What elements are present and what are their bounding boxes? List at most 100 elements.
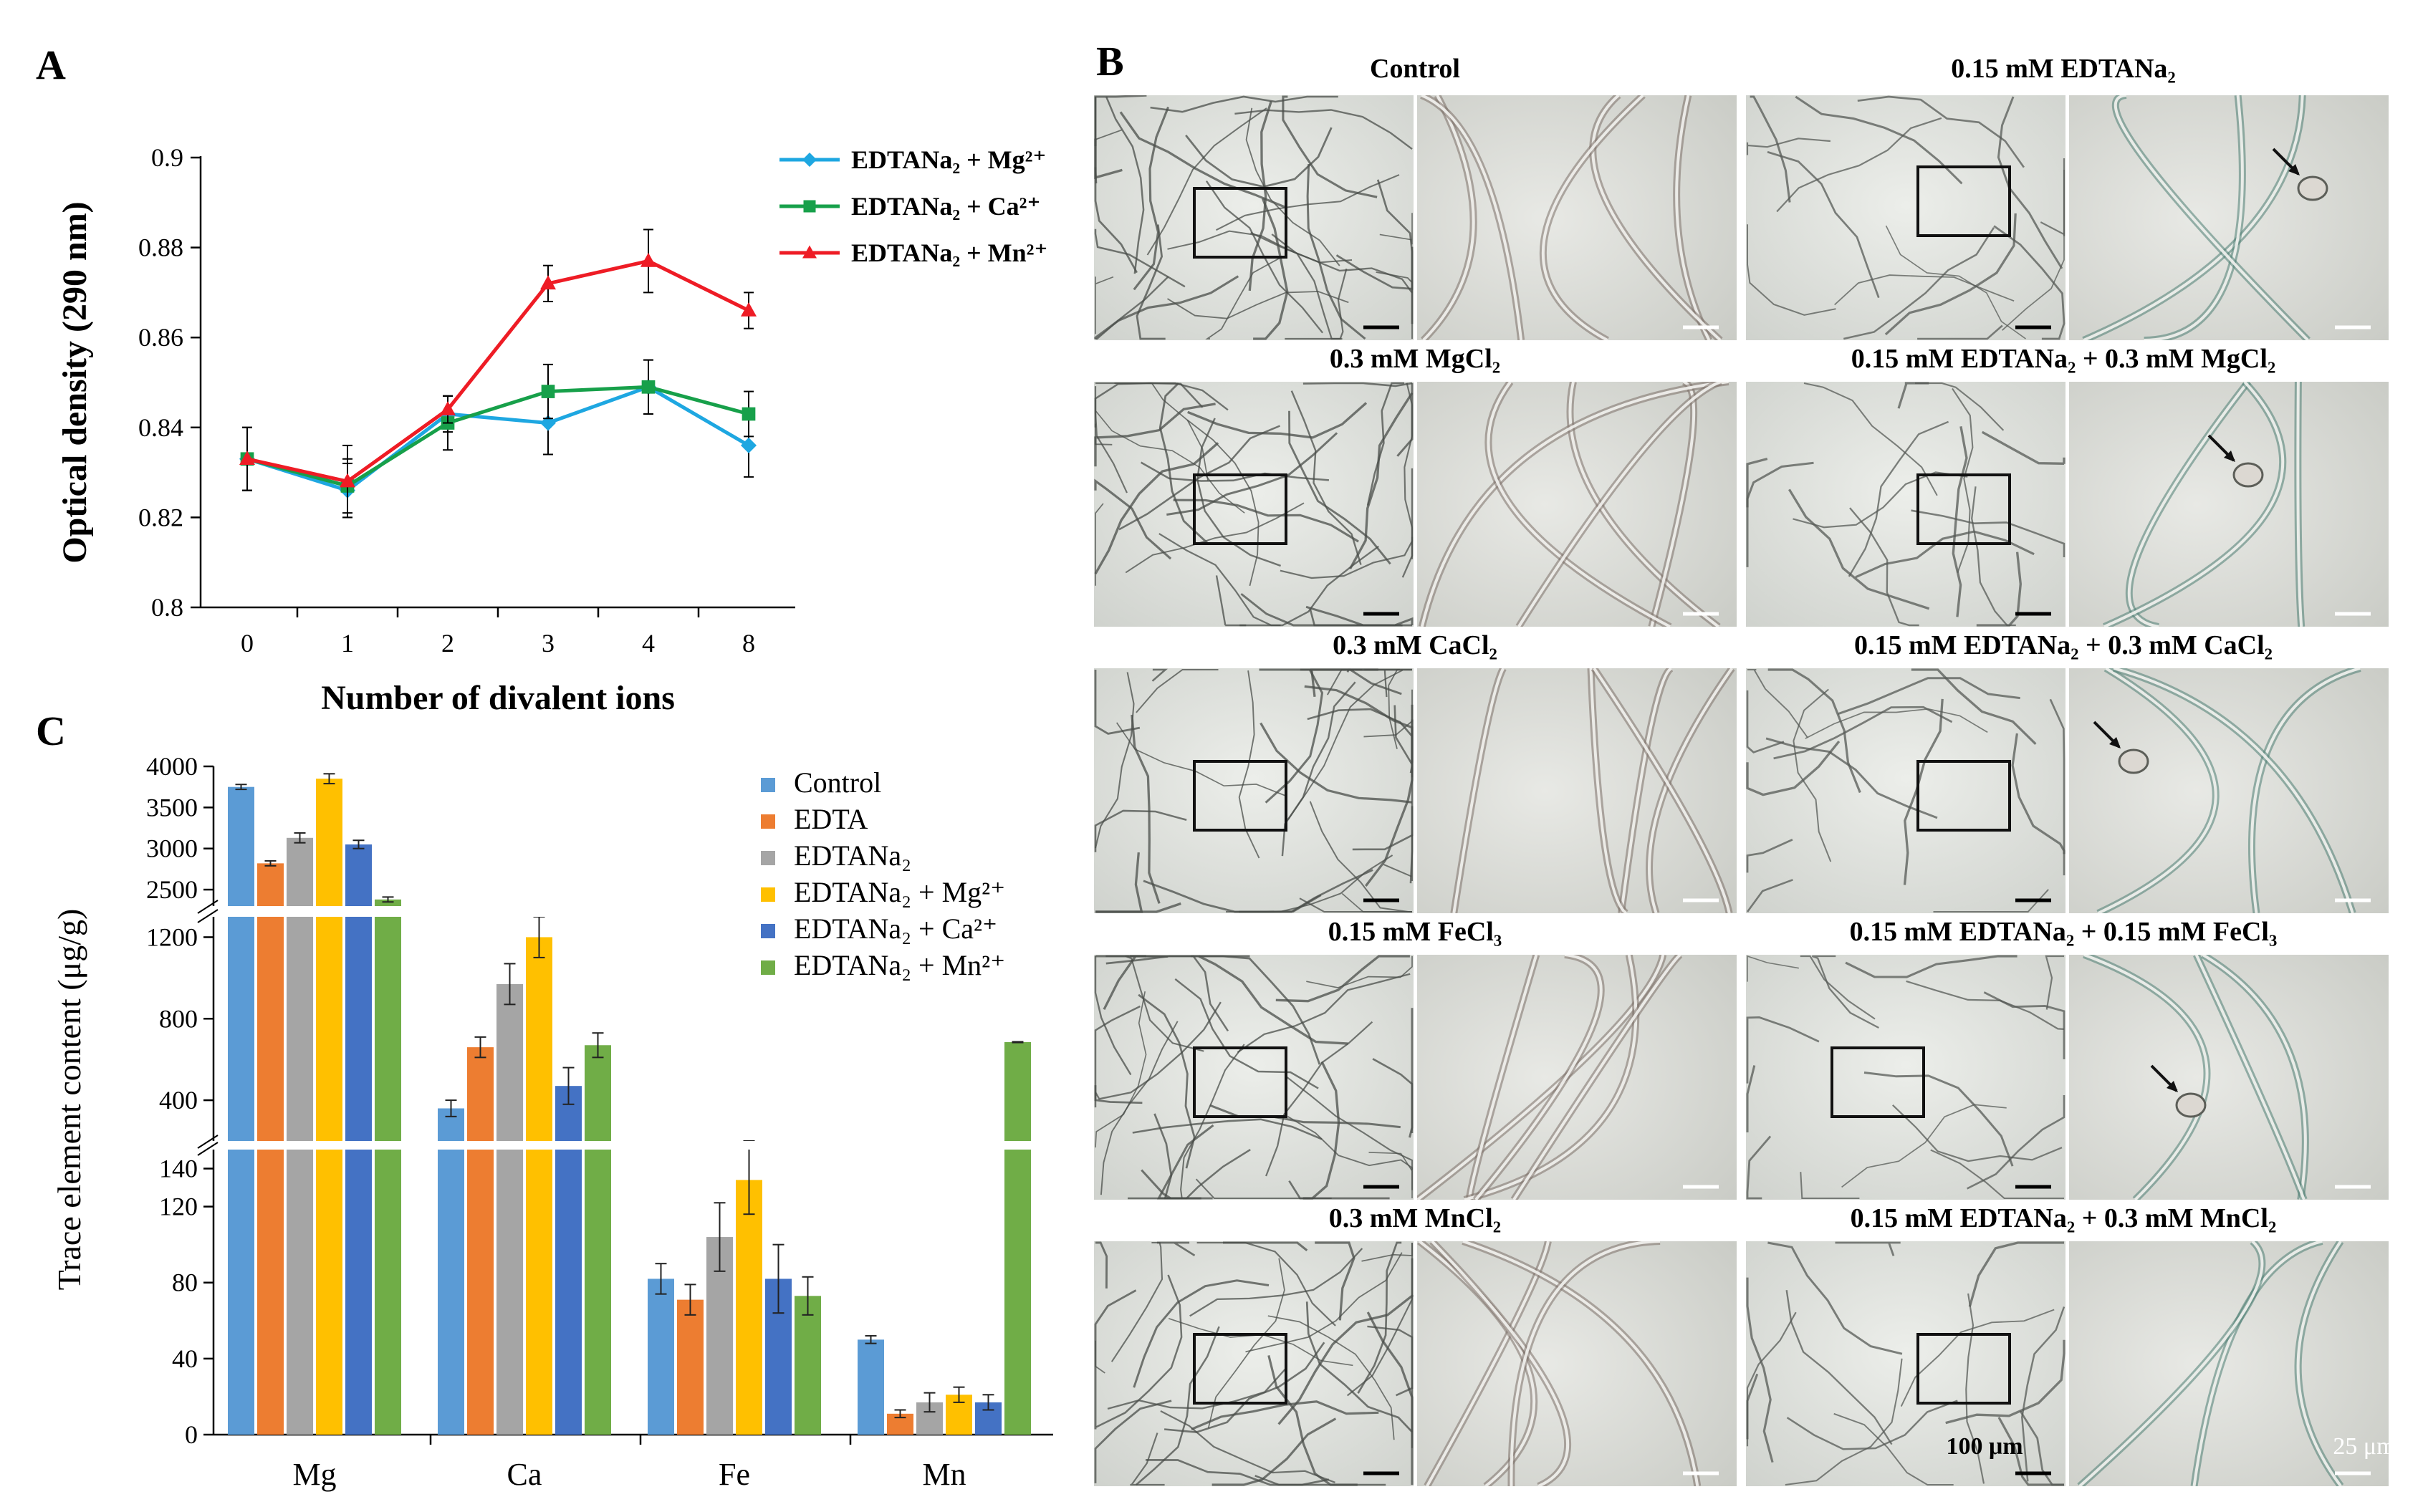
- swollen-tip: [2118, 748, 2149, 774]
- scale-bar-label-25um: 25 μm: [2333, 1433, 2395, 1460]
- hypha: [2021, 1306, 2065, 1482]
- hypha: [1746, 138, 1831, 155]
- hypha: [1911, 668, 2037, 745]
- micrograph-low-mag: [1094, 95, 1414, 340]
- hypha: [1746, 839, 1793, 873]
- chart-c-ytick-label: 120: [159, 1193, 198, 1221]
- inset-box: [1916, 760, 2011, 832]
- hypha: [1786, 1400, 1958, 1450]
- micrograph-high-mag: [2069, 382, 2389, 627]
- hypha: [1968, 1241, 2064, 1307]
- chart-a-legend-label: EDTANa₂ + Mg²⁺: [851, 145, 1046, 174]
- chart-c-category-label: Mn: [922, 1457, 966, 1492]
- chart-c-bar: [677, 1299, 704, 1435]
- hypha-lumen: [1421, 95, 1523, 340]
- chart-c-bar: [467, 1047, 494, 1435]
- hypha-lumen: [2250, 668, 2361, 913]
- hypha: [1834, 274, 2015, 306]
- hypha: [1237, 973, 1411, 1054]
- hypha: [1849, 507, 1919, 627]
- micrograph-low-mag: [1746, 1241, 2065, 1486]
- chart-a-series-2: [239, 228, 757, 519]
- hypha: [1767, 1241, 1903, 1355]
- hypha: [1933, 889, 2049, 913]
- hypha: [1158, 382, 1209, 544]
- hypha: [1205, 256, 1282, 340]
- chart-a-marker-triangle: [640, 252, 656, 267]
- chart-a-xtick-label: 4: [642, 629, 655, 658]
- hypha: [1746, 1016, 1820, 1084]
- hypha-lumen: [1426, 1241, 1550, 1486]
- hypha: [1976, 552, 2022, 627]
- inset-box: [1193, 1046, 1287, 1118]
- panel-letter-b: B: [1096, 38, 1124, 85]
- chart-c-ytick-label: 2500: [146, 875, 198, 904]
- chart-c-ytick-label: 4000: [146, 752, 198, 781]
- micrograph-background: [1417, 668, 1737, 913]
- hypha: [1248, 100, 1272, 292]
- hypha: [1863, 1072, 2014, 1167]
- hypha: [1151, 668, 1168, 682]
- chart-a-marker-triangle: [340, 473, 355, 488]
- hypha: [1349, 392, 1414, 569]
- hypha-lumen: [2127, 382, 2250, 627]
- chart-c-category-label: Ca: [507, 1457, 542, 1492]
- micrograph-title: 0.15 mM EDTANa₂ + 0.3 mM CaCl₂: [1854, 630, 2273, 660]
- hypha: [1855, 530, 2035, 579]
- chart-c-ytick-label: 3000: [146, 834, 198, 863]
- micrograph-low-mag: [1094, 382, 1414, 627]
- chart-c: 0 40 80 120 140 400 800 1200 2500 3000 3500 4000 Mg C…: [51, 752, 1060, 1492]
- chart-c-legend-swatch: [761, 778, 775, 792]
- hypha: [1234, 109, 1413, 150]
- hypha: [1259, 668, 1402, 695]
- chart-a-marker-triangle: [802, 245, 817, 259]
- hypha: [1189, 1248, 1363, 1317]
- hypha: [1306, 956, 1413, 988]
- chart-c-bar: [1004, 1041, 1031, 1435]
- hypha: [1163, 1342, 1325, 1433]
- arrow-head: [2109, 737, 2121, 748]
- hypha: [1900, 1309, 2055, 1407]
- hypha: [1277, 1294, 1414, 1425]
- chart-a-xtick-label: 2: [441, 629, 454, 658]
- hypha: [1746, 1135, 1772, 1200]
- hypha: [1128, 1149, 1251, 1200]
- hypha-lumen: [2113, 668, 2354, 913]
- chart-c-ytick-label: 80: [172, 1268, 198, 1297]
- chart-c-bar: [496, 983, 523, 1435]
- chart-c-legend-label: EDTANa₂ + Mg²⁺: [794, 876, 1005, 908]
- hypha-lumen: [1591, 95, 1722, 340]
- hypha: [1746, 458, 1768, 508]
- chart-c-ytick-label: 0: [185, 1420, 198, 1449]
- hypha: [1997, 1416, 2064, 1486]
- inset-box: [1831, 1046, 1925, 1118]
- hypha: [1275, 955, 1410, 1003]
- hypha: [1833, 1412, 1954, 1485]
- hypha: [1835, 1241, 1901, 1256]
- hypha-lumen: [1467, 955, 1538, 1200]
- arrow-head: [2288, 164, 2300, 175]
- hypha: [1315, 1241, 1356, 1321]
- chart-c-bar: [345, 844, 372, 1435]
- chart-c-legend-swatch: [761, 887, 775, 902]
- hypha-lumen: [1620, 668, 1673, 913]
- micrograph-low-mag: [1746, 668, 2065, 913]
- hypha: [1800, 1172, 1860, 1200]
- hypha-lumen: [1422, 95, 1475, 340]
- hypha: [1265, 1021, 1373, 1177]
- chart-c-legend-label: Control: [794, 766, 881, 799]
- micrograph-low-mag: [1094, 668, 1414, 913]
- chart-a-series-line: [246, 385, 750, 493]
- inset-box: [1193, 187, 1287, 259]
- hypha: [1288, 410, 1391, 565]
- hypha: [1223, 1241, 1308, 1252]
- chart-c-category-label: Mg: [292, 1457, 336, 1492]
- hypha: [2011, 733, 2065, 854]
- hypha: [1267, 1355, 1358, 1486]
- hypha: [1094, 138, 1123, 180]
- hypha: [1260, 722, 1413, 804]
- micrograph-grid: Control 0.3 mM MgCl₂ 0.3 mM CaCl₂ 0.15 mM F…: [1094, 54, 2396, 1486]
- micrograph-title: 0.3 mM MnCl₂: [1329, 1203, 1501, 1233]
- micrograph-title: 0.15 mM EDTANa₂ + 0.3 mM MgCl₂: [1851, 344, 2276, 374]
- swollen-tip: [2175, 1092, 2207, 1118]
